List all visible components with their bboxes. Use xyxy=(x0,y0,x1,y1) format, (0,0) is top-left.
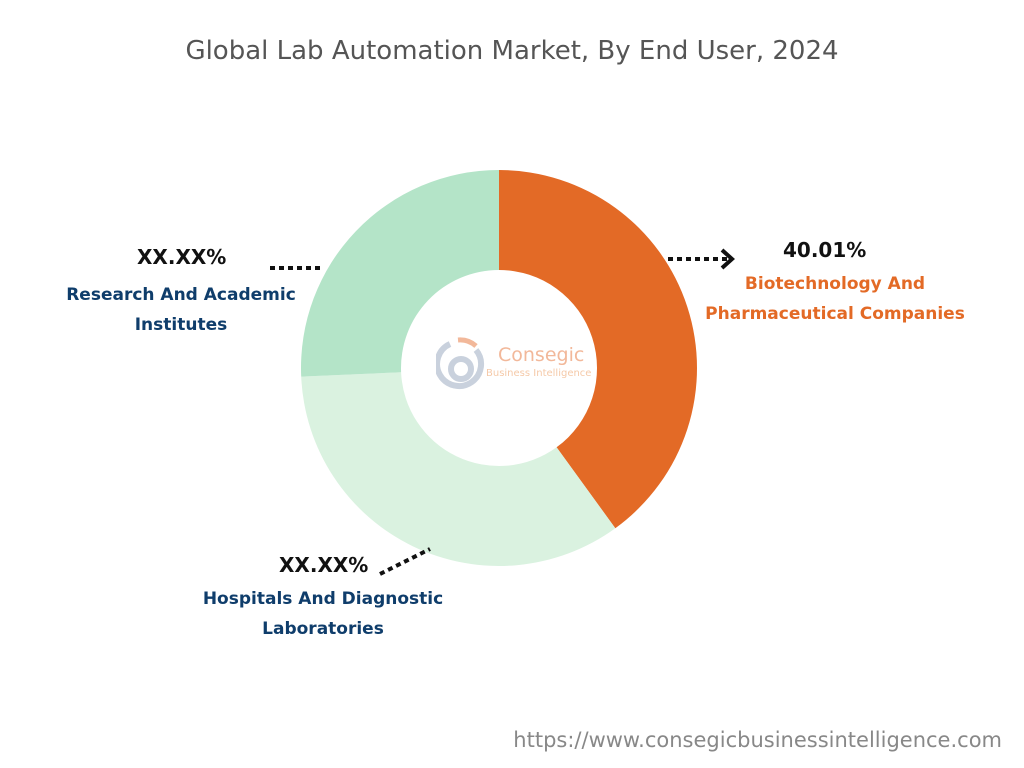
chart-title: Global Lab Automation Market, By End Use… xyxy=(185,36,839,66)
leader-hospitals xyxy=(379,547,431,576)
value-label-biotech: 40.01% xyxy=(783,238,867,262)
consegic-logo-icon xyxy=(436,337,485,390)
slice-research xyxy=(300,170,499,377)
category-label-research: Research And Academic Institutes xyxy=(66,285,296,335)
logo-tagline: Business Intelligence xyxy=(486,368,592,379)
arrow-head-icon xyxy=(720,248,735,270)
value-label-hospitals: XX.XX% xyxy=(279,553,369,577)
slice-biotech xyxy=(499,169,698,529)
category-label-hospitals: Hospitals And Diagnostic Laboratories xyxy=(202,589,444,639)
category-label-biotech: Biotechnology And Pharmaceutical Compani… xyxy=(705,274,965,324)
logo-name: Consegic xyxy=(498,344,585,366)
value-label-research: XX.XX% xyxy=(137,245,227,269)
slice-hospitals xyxy=(301,372,616,567)
footer-url: https://www.consegicbusinessintelligence… xyxy=(513,728,1002,752)
